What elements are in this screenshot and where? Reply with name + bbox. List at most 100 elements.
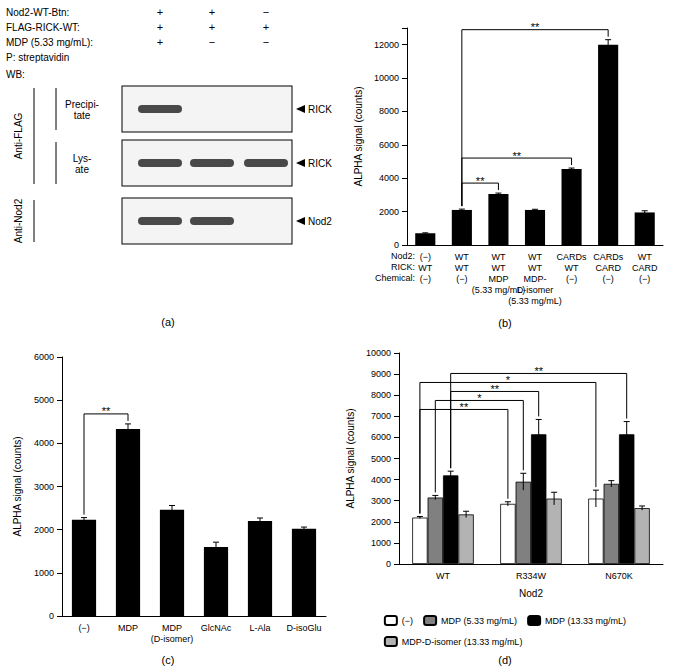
svg-text:(−): (−) bbox=[78, 623, 89, 633]
svg-text:CARDs: CARDs bbox=[557, 252, 588, 262]
svg-text:+: + bbox=[263, 21, 269, 33]
svg-text:+: + bbox=[157, 36, 163, 48]
svg-text:−: − bbox=[263, 6, 269, 18]
svg-text:**: ** bbox=[102, 405, 111, 417]
svg-text:RICK: RICK bbox=[308, 158, 332, 169]
svg-text:*: * bbox=[506, 374, 511, 386]
svg-text:12000: 12000 bbox=[374, 40, 399, 50]
svg-text:(−): (−) bbox=[402, 616, 413, 626]
svg-text:MDP (13.33 mg/mL): MDP (13.33 mg/mL) bbox=[545, 616, 626, 626]
svg-text:2000: 2000 bbox=[34, 525, 54, 535]
svg-text:(−): (−) bbox=[456, 274, 467, 284]
svg-text:WT: WT bbox=[565, 263, 579, 273]
svg-text:MDP (5.33 mg/mL): MDP (5.33 mg/mL) bbox=[441, 616, 517, 626]
svg-text:3000: 3000 bbox=[371, 496, 391, 506]
svg-text:(−): (−) bbox=[420, 252, 431, 262]
svg-text:WT: WT bbox=[491, 252, 505, 262]
svg-text:4000: 4000 bbox=[371, 475, 391, 485]
svg-text:RICK:: RICK: bbox=[391, 262, 415, 272]
svg-text:**: ** bbox=[460, 401, 469, 413]
svg-text:**: ** bbox=[490, 383, 499, 395]
svg-text:CARDs: CARDs bbox=[593, 252, 624, 262]
svg-text:9000: 9000 bbox=[371, 369, 391, 379]
svg-text:MDP: MDP bbox=[162, 623, 182, 633]
svg-text:MDP: MDP bbox=[488, 274, 508, 284]
svg-text:RICK: RICK bbox=[308, 104, 332, 115]
svg-text:Nod2-WT-Btn:: Nod2-WT-Btn: bbox=[6, 7, 69, 18]
svg-text:+: + bbox=[209, 21, 215, 33]
svg-text:N670K: N670K bbox=[605, 571, 633, 581]
svg-text:8000: 8000 bbox=[379, 106, 399, 116]
svg-text:(c): (c) bbox=[162, 654, 175, 666]
svg-text:Nod2:: Nod2: bbox=[391, 251, 415, 261]
svg-text:10000: 10000 bbox=[366, 348, 391, 358]
svg-text:+: + bbox=[209, 6, 215, 18]
svg-text:L-Ala: L-Ala bbox=[249, 623, 270, 633]
svg-text:Nod2: Nod2 bbox=[519, 588, 543, 599]
svg-text:WT: WT bbox=[418, 263, 432, 273]
svg-text:8000: 8000 bbox=[371, 390, 391, 400]
svg-text:0: 0 bbox=[49, 611, 54, 621]
svg-text:MDP (5.33 mg/mL):: MDP (5.33 mg/mL): bbox=[6, 37, 93, 48]
svg-text:7000: 7000 bbox=[371, 411, 391, 421]
svg-text:5000: 5000 bbox=[34, 395, 54, 405]
svg-text:**: ** bbox=[534, 365, 543, 377]
svg-text:**: ** bbox=[512, 150, 521, 162]
svg-text:+: + bbox=[157, 6, 163, 18]
svg-text:3000: 3000 bbox=[34, 482, 54, 492]
svg-text:2000: 2000 bbox=[379, 207, 399, 217]
svg-text:(−): (−) bbox=[566, 274, 577, 284]
svg-text:(d): (d) bbox=[498, 654, 511, 666]
svg-text:10000: 10000 bbox=[374, 73, 399, 83]
svg-text:ALPHA signal (counts): ALPHA signal (counts) bbox=[353, 86, 364, 186]
svg-text:0: 0 bbox=[394, 240, 399, 250]
svg-text:+: + bbox=[157, 21, 163, 33]
svg-text:(D-isomer): (D-isomer) bbox=[151, 634, 194, 644]
svg-text:ALPHA signal (counts): ALPHA signal (counts) bbox=[345, 408, 356, 508]
svg-text:(b): (b) bbox=[498, 317, 511, 329]
svg-text:Lys-ate: Lys-ate bbox=[73, 153, 92, 175]
svg-text:4000: 4000 bbox=[34, 438, 54, 448]
svg-text:FLAG-RICK-WT:: FLAG-RICK-WT: bbox=[6, 22, 80, 33]
svg-text:D-isoGlu: D-isoGlu bbox=[286, 623, 321, 633]
svg-text:**: ** bbox=[531, 21, 540, 33]
svg-text:Precipi-tate: Precipi-tate bbox=[65, 99, 99, 121]
svg-text:WT: WT bbox=[528, 252, 542, 262]
svg-text:ALPHA signal (counts): ALPHA signal (counts) bbox=[12, 436, 23, 536]
svg-text:P: streptavidin: P: streptavidin bbox=[6, 52, 69, 63]
svg-text:(5.33 mg/mL): (5.33 mg/mL) bbox=[508, 296, 562, 306]
svg-text:−: − bbox=[209, 36, 215, 48]
svg-text:(−): (−) bbox=[420, 274, 431, 284]
svg-text:WT: WT bbox=[491, 263, 505, 273]
svg-text:2000: 2000 bbox=[371, 517, 391, 527]
svg-text:WT: WT bbox=[455, 263, 469, 273]
svg-text:(−): (−) bbox=[603, 274, 614, 284]
svg-text:MDP-: MDP- bbox=[524, 274, 547, 284]
svg-text:MDP: MDP bbox=[118, 623, 138, 633]
svg-text:6000: 6000 bbox=[371, 432, 391, 442]
svg-text:D-isomer: D-isomer bbox=[517, 285, 554, 295]
svg-text:WT: WT bbox=[638, 252, 652, 262]
svg-text:Chemical:: Chemical: bbox=[375, 273, 415, 283]
svg-text:1000: 1000 bbox=[34, 568, 54, 578]
svg-text:Nod2: Nod2 bbox=[308, 216, 332, 227]
svg-text:**: ** bbox=[476, 175, 485, 187]
svg-text:WB:: WB: bbox=[6, 69, 25, 80]
svg-text:Anti-FLAG: Anti-FLAG bbox=[13, 112, 24, 159]
svg-text:0: 0 bbox=[386, 559, 391, 569]
svg-text:GlcNAc: GlcNAc bbox=[201, 623, 232, 633]
svg-text:WT: WT bbox=[436, 571, 450, 581]
svg-text:5000: 5000 bbox=[371, 454, 391, 464]
svg-text:6000: 6000 bbox=[379, 140, 399, 150]
svg-text:−: − bbox=[263, 36, 269, 48]
svg-text:(−): (−) bbox=[639, 274, 650, 284]
svg-text:*: * bbox=[477, 392, 482, 404]
svg-text:CARD: CARD bbox=[595, 263, 621, 273]
svg-text:1000: 1000 bbox=[371, 538, 391, 548]
svg-text:WT: WT bbox=[455, 252, 469, 262]
svg-text:WT: WT bbox=[528, 263, 542, 273]
svg-text:(a): (a) bbox=[161, 316, 174, 328]
svg-text:CARD: CARD bbox=[632, 263, 658, 273]
svg-text:6000: 6000 bbox=[34, 352, 54, 362]
svg-text:MDP-D-isomer (13.33 mg/mL): MDP-D-isomer (13.33 mg/mL) bbox=[402, 637, 523, 647]
